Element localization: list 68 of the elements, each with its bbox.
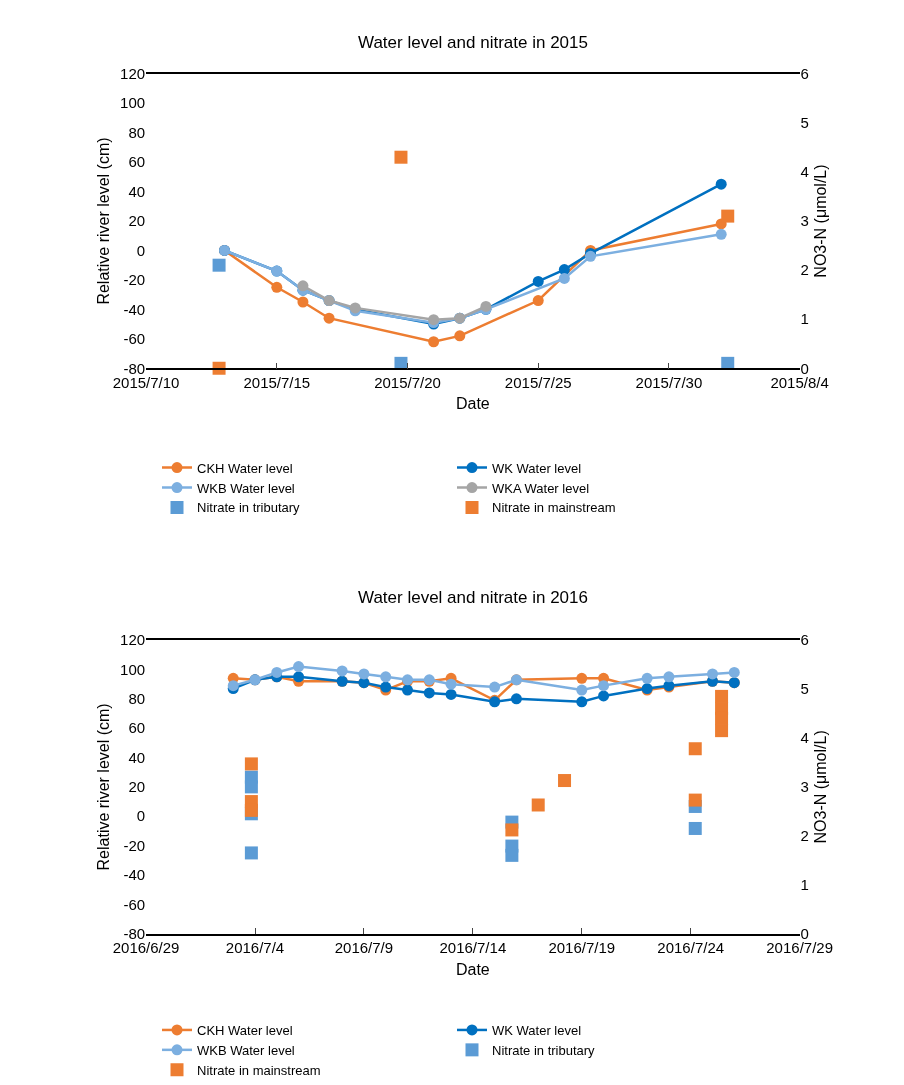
y-tick-label: -80 xyxy=(123,359,146,377)
legend-label: WK Water level xyxy=(492,460,582,476)
y2-tick-label: 0 xyxy=(800,924,809,942)
x-tick-label: 2016/7/4 xyxy=(225,939,285,957)
y2-axis-title: NO3-N (μmol/L) xyxy=(811,164,829,278)
y2-tick-label: 5 xyxy=(800,680,809,698)
y-tick-label: 40 xyxy=(128,748,146,766)
y2-tick-label: 3 xyxy=(800,778,809,796)
legend-label: WKB Water level xyxy=(197,1042,295,1058)
x-tick-label: 2015/7/20 xyxy=(374,374,441,391)
y-tick-label: -60 xyxy=(123,895,146,913)
x-tick-label: 2016/7/29 xyxy=(766,939,833,957)
y-tick-label: 20 xyxy=(128,778,146,796)
x-tick-label: 2016/7/24 xyxy=(657,939,725,957)
y2-tick-label: 6 xyxy=(800,631,809,649)
y-tick-label: 0 xyxy=(136,241,146,259)
y2-axis-title: NO3-N (μmol/L) xyxy=(811,730,829,844)
x-tick-label: 2015/7/30 xyxy=(635,374,703,391)
y2-tick-label: 3 xyxy=(800,212,809,230)
y2-tick-label: 6 xyxy=(800,65,809,83)
y2-tick-label: 2 xyxy=(800,827,809,845)
legend-label: WKB Water level xyxy=(197,480,295,496)
y-tick-label: -40 xyxy=(123,300,146,318)
y-tick-label: 120 xyxy=(120,65,146,83)
y-tick-label: 100 xyxy=(120,660,146,678)
x-tick-label: 2015/7/15 xyxy=(243,374,311,391)
y2-tick-label: 1 xyxy=(800,310,809,328)
y-tick-label: -60 xyxy=(123,330,146,348)
y-tick-label: 60 xyxy=(128,153,146,171)
legend-label: Nitrate in mainstream xyxy=(492,500,616,516)
legend-label: CKH Water level xyxy=(197,1023,293,1039)
y-tick-label: 100 xyxy=(120,94,146,112)
y-tick-label: 120 xyxy=(120,631,146,649)
x-axis-title: Date xyxy=(455,395,490,413)
y-tick-label: -40 xyxy=(123,866,146,884)
y-tick-label: 80 xyxy=(128,123,146,141)
chart-title: Water level and nitrate in 2015 xyxy=(358,33,588,52)
x-tick-label: 2015/8/4 xyxy=(770,374,829,391)
y-tick-label: 60 xyxy=(128,719,146,737)
y-tick-label: -20 xyxy=(123,836,146,854)
legend-label: Nitrate in tributary xyxy=(197,500,301,516)
legend-label: Nitrate in tributary xyxy=(492,1042,596,1058)
legend-label: WK Water level xyxy=(492,1023,582,1039)
y-tick-label: -20 xyxy=(123,271,146,289)
y2-tick-label: 1 xyxy=(800,875,809,893)
x-tick-label: 2016/7/14 xyxy=(439,939,507,957)
legend-label: WKA Water level xyxy=(492,480,590,496)
x-tick-label: 2016/7/9 xyxy=(334,939,394,957)
y2-tick-label: 5 xyxy=(800,114,809,132)
y-axis-title: Relative river level (cm) xyxy=(94,137,112,305)
y2-tick-label: 2 xyxy=(800,261,809,279)
chart-title: Water level and nitrate in 2016 xyxy=(358,588,588,607)
x-tick-label: 2015/7/25 xyxy=(504,374,572,391)
y-tick-label: -80 xyxy=(123,924,146,942)
y-tick-label: 40 xyxy=(128,182,146,200)
y2-tick-label: 0 xyxy=(800,359,809,377)
legend-label: Nitrate in mainstream xyxy=(197,1062,321,1078)
x-tick-label: 2016/6/29 xyxy=(112,939,180,957)
legend-label: CKH Water level xyxy=(197,460,293,476)
y-tick-label: 20 xyxy=(128,212,146,230)
y-axis-title: Relative river level (cm) xyxy=(94,703,112,871)
y2-tick-label: 4 xyxy=(800,163,809,181)
x-tick-label: 2016/7/19 xyxy=(548,939,616,957)
y-tick-label: 80 xyxy=(128,690,146,708)
y-tick-label: 0 xyxy=(136,807,146,825)
y2-tick-label: 4 xyxy=(800,729,809,747)
x-tick-label: 2015/7/10 xyxy=(112,374,180,391)
x-axis-title: Date xyxy=(455,960,490,978)
